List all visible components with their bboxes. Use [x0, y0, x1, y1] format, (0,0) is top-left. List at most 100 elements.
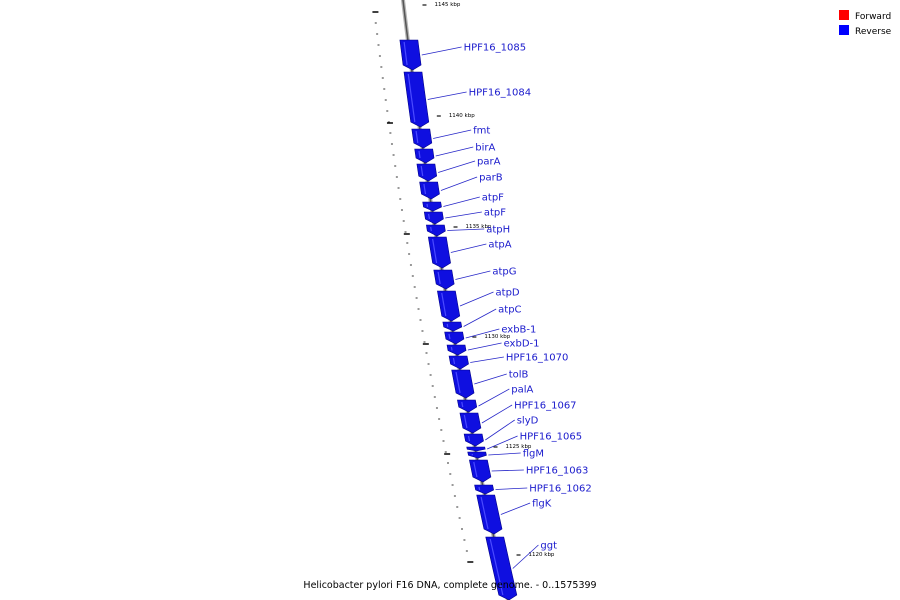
gene-arrow[interactable]	[419, 181, 440, 200]
gene-arrow[interactable]	[474, 484, 494, 495]
gene-arrow[interactable]	[467, 451, 487, 459]
gene-highlight	[473, 461, 478, 478]
gene-leader-line	[443, 196, 480, 207]
gene-label[interactable]: palA	[511, 385, 533, 396]
gene-highlight	[430, 226, 432, 232]
gene-label[interactable]: fmt	[473, 126, 490, 137]
gene-leader-line	[467, 342, 502, 351]
genome-caption: Helicobacter pylori F16 DNA, complete ge…	[303, 580, 596, 591]
kbp-label: 1140 kbp	[449, 113, 475, 119]
gene-label[interactable]: birA	[475, 143, 495, 154]
gene-arrow[interactable]	[427, 236, 451, 269]
gene-leader-line	[440, 176, 478, 191]
gene-arrow[interactable]	[476, 494, 503, 535]
legend-swatch-forward	[839, 10, 849, 20]
gene-highlight	[480, 496, 489, 530]
legend-label-reverse: Reverse	[855, 27, 892, 37]
gene-leader-line	[478, 388, 510, 407]
gene-label[interactable]: parA	[477, 157, 501, 168]
gene-leader-line	[447, 228, 485, 231]
gene-arrow[interactable]	[399, 39, 422, 71]
gene-highlight	[448, 333, 451, 340]
gene-arrow[interactable]	[463, 433, 484, 447]
gene-label[interactable]: HPF16_1062	[529, 484, 591, 495]
gene-leader-line	[427, 91, 467, 100]
legend-label-forward: Forward	[855, 12, 891, 22]
gene-highlight	[478, 486, 481, 491]
gene-label[interactable]: atpD	[496, 288, 520, 299]
gene-leader-line	[481, 404, 513, 424]
gene-arrow[interactable]	[459, 412, 482, 434]
gene-arrow[interactable]	[426, 224, 446, 237]
legend-swatch-reverse	[839, 25, 849, 35]
gene-leader-line	[474, 373, 507, 385]
gene-highlight	[461, 401, 464, 408]
gene-leader-line	[438, 160, 476, 173]
gene-leader-line	[433, 129, 472, 139]
gene-label[interactable]: atpA	[488, 240, 511, 251]
gene-track	[399, 39, 518, 600]
gene-arrow[interactable]	[444, 331, 465, 345]
gene-label[interactable]: parB	[479, 173, 503, 184]
gene-leader-line	[495, 487, 528, 490]
gene-label[interactable]: HPF16_1085	[464, 43, 526, 54]
gene-leader-line	[421, 46, 462, 56]
gene-highlight	[450, 346, 453, 351]
gene-label[interactable]: HPF16_1065	[520, 432, 582, 443]
gene-leader-line	[512, 544, 539, 569]
gene-leader-line	[488, 452, 521, 456]
gene-label[interactable]: atpG	[492, 267, 516, 278]
gene-arrow[interactable]	[448, 355, 469, 370]
gene-arrow[interactable]	[437, 290, 461, 322]
kbp-label: 1145 kbp	[434, 2, 460, 8]
gene-label[interactable]: flgM	[523, 449, 544, 460]
gene-highlight	[463, 414, 468, 429]
gene-label[interactable]: exbD-1	[504, 339, 540, 350]
gene-leader-line	[455, 270, 491, 280]
gene-arrow[interactable]	[446, 344, 467, 356]
gene-label[interactable]: HPF16_1063	[526, 466, 588, 477]
kbp-ticks: 1145 kbp 1140 kbp 1135 kbp 1130 kbp 1125 kbp…	[372, 2, 555, 563]
gene-highlight	[489, 538, 504, 596]
kbp-label: 1120 kbp	[529, 552, 555, 558]
gene-label[interactable]: HPF16_1067	[514, 401, 576, 412]
gene-arrow[interactable]	[457, 399, 478, 413]
gene-label[interactable]: atpC	[498, 305, 521, 316]
gene-highlight	[403, 41, 408, 66]
gene-leader-line	[470, 356, 504, 363]
gene-label[interactable]: atpF	[482, 193, 504, 204]
gene-label[interactable]: ggt	[540, 541, 557, 552]
gene-arrow[interactable]	[433, 269, 455, 290]
gene-highlight	[441, 292, 447, 317]
gene-highlight	[437, 271, 441, 285]
gene-highlight	[467, 435, 471, 442]
gene-arrow[interactable]	[469, 459, 492, 483]
gene-highlight	[428, 213, 430, 220]
gene-arrow[interactable]	[403, 71, 430, 128]
gene-arrow[interactable]	[423, 211, 444, 225]
gene-label[interactable]: exbB-1	[501, 325, 536, 336]
gene-arrow[interactable]	[466, 446, 486, 452]
gene-label[interactable]: flgK	[532, 499, 552, 510]
gene-leader-line	[459, 291, 494, 307]
gene-label[interactable]: HPF16_1070	[506, 353, 568, 364]
gene-leader-line	[463, 308, 497, 327]
gene-arrow[interactable]	[422, 201, 442, 212]
gene-label[interactable]: tolB	[509, 370, 529, 381]
gene-leader-line	[491, 469, 524, 472]
gene-leader-line	[486, 435, 518, 450]
gene-arrow[interactable]	[411, 128, 433, 149]
gene-label[interactable]: atpH	[486, 225, 510, 236]
gene-highlight	[415, 130, 419, 144]
gene-arrow[interactable]	[416, 163, 438, 182]
gene-arrow[interactable]	[414, 148, 435, 164]
gene-highlight	[455, 371, 461, 394]
gene-arrow[interactable]	[442, 321, 463, 332]
gene-arrow[interactable]	[451, 369, 475, 399]
gene-label[interactable]: atpF	[484, 208, 506, 219]
gene-highlight	[407, 73, 416, 123]
gene-label[interactable]: HPF16_1084	[469, 88, 531, 99]
gene-label[interactable]: slyD	[517, 416, 539, 427]
